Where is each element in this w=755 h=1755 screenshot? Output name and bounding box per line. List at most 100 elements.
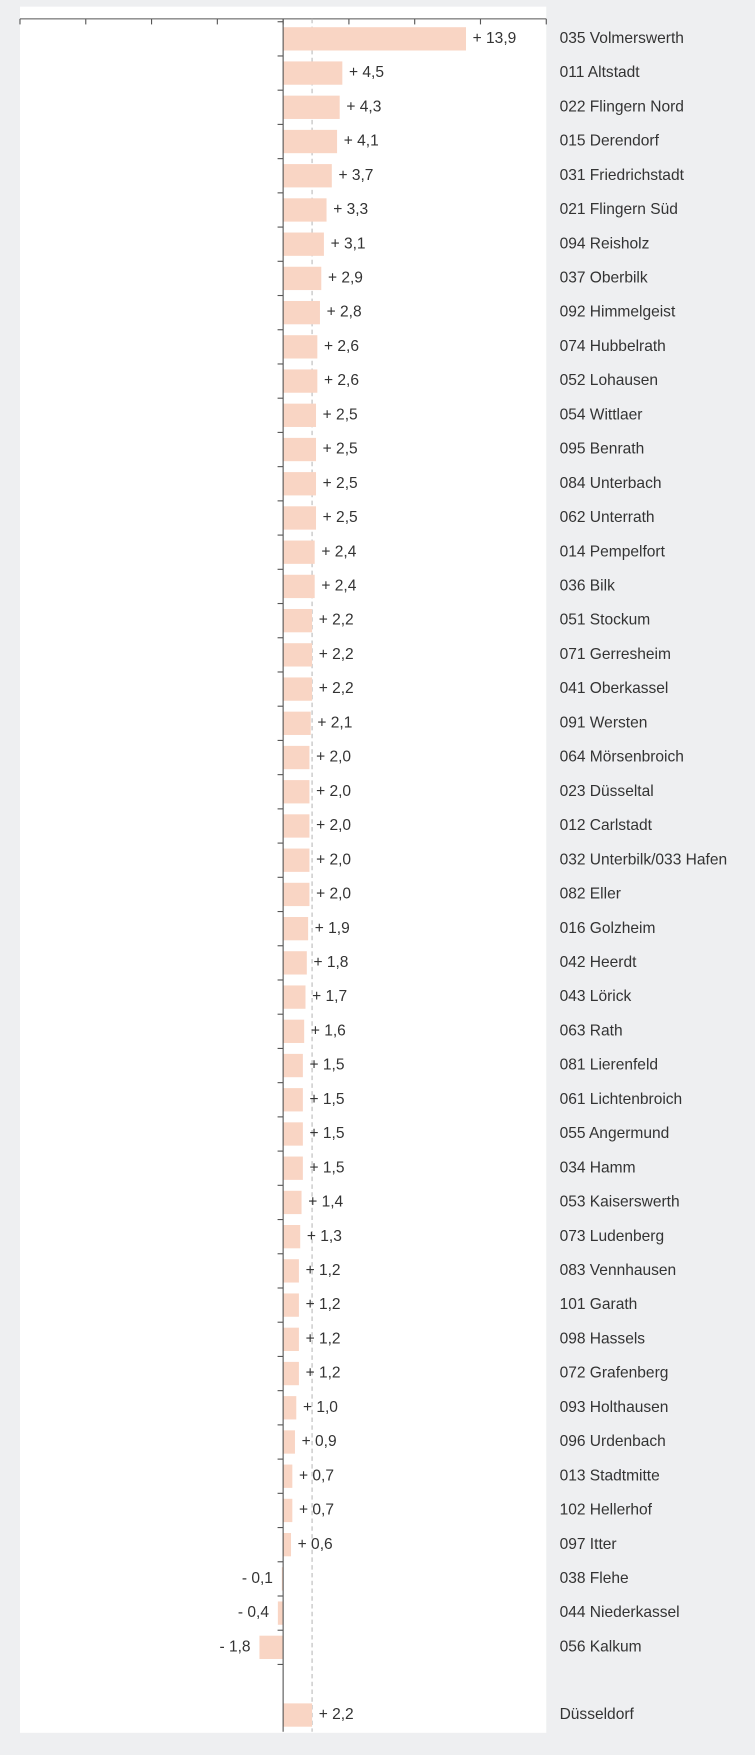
bar [283, 711, 311, 735]
bar [283, 1088, 303, 1112]
category-label: 101 Garath [560, 1296, 638, 1313]
bar [283, 1430, 295, 1454]
category-label: 074 Hubbelrath [560, 338, 666, 355]
category-label: 071 Gerresheim [560, 646, 671, 663]
category-label: 082 Eller [560, 886, 621, 903]
bar [283, 506, 317, 530]
value-label: + 1,6 [311, 1022, 346, 1039]
value-label: + 2,6 [324, 372, 359, 389]
bar [283, 1225, 301, 1249]
value-label: + 2,4 [321, 543, 356, 560]
value-label: + 2,2 [319, 1706, 354, 1723]
category-label: 041 Oberkassel [560, 680, 669, 697]
value-label: + 2,6 [324, 338, 359, 355]
bar [283, 95, 340, 119]
category-label: 062 Unterrath [560, 509, 655, 526]
value-label: + 0,6 [298, 1536, 333, 1553]
category-label: 037 Oberbilk [560, 270, 648, 287]
category-label: 023 Düsseltal [560, 783, 654, 800]
category-label: 061 Lichtenbroich [560, 1091, 683, 1108]
value-label: - 0,4 [238, 1604, 269, 1621]
category-label: 083 Vennhausen [560, 1262, 677, 1279]
bar [283, 1396, 297, 1420]
value-label: + 4,3 [346, 98, 381, 115]
bar [283, 403, 317, 427]
bar [283, 437, 317, 462]
value-label: + 2,1 [317, 714, 352, 731]
bar [283, 472, 317, 496]
bar [283, 1122, 303, 1146]
category-label: 072 Grafenberg [560, 1365, 669, 1382]
value-label: + 2,5 [323, 441, 358, 458]
value-label: + 1,9 [315, 920, 350, 937]
category-label: 012 Carlstadt [560, 817, 653, 834]
value-label: + 1,8 [313, 954, 348, 971]
value-label: + 1,2 [306, 1365, 341, 1382]
value-label: + 1,3 [307, 1228, 342, 1245]
value-label: - 0,1 [242, 1570, 273, 1587]
value-label: + 0,7 [299, 1502, 334, 1519]
value-label: + 2,9 [328, 270, 363, 287]
bar [283, 300, 320, 325]
bar [283, 848, 310, 872]
bar [283, 1327, 299, 1351]
value-label: + 2,4 [321, 578, 356, 595]
bar [283, 266, 322, 291]
value-label: + 13,9 [473, 30, 517, 47]
value-label: + 2,8 [327, 304, 362, 321]
bar [283, 61, 343, 85]
bar [283, 27, 467, 51]
category-label: 081 Lierenfeld [560, 1057, 658, 1074]
bar [283, 574, 315, 599]
category-label: Düsseldorf [560, 1706, 635, 1723]
bar [283, 1361, 299, 1386]
category-label: 035 Volmerswerth [560, 30, 684, 47]
value-label: + 2,5 [323, 406, 358, 423]
bar [283, 540, 315, 564]
bar [283, 164, 332, 188]
value-label: + 0,7 [299, 1467, 334, 1484]
bar [283, 677, 313, 701]
bar [283, 369, 318, 393]
value-label: - 1,8 [219, 1638, 250, 1655]
bar [283, 745, 310, 770]
value-label: + 2,0 [316, 851, 351, 868]
category-label: 056 Kalkum [560, 1638, 642, 1655]
category-label: 054 Wittlaer [560, 406, 643, 423]
value-label: + 1,5 [310, 1125, 345, 1142]
category-label: 036 Bilk [560, 578, 615, 595]
bar [281, 1567, 284, 1591]
category-label: 042 Heerdt [560, 954, 638, 971]
bar [283, 916, 309, 941]
value-label: + 2,5 [323, 509, 358, 526]
bar [283, 1019, 305, 1043]
category-label: 092 Himmelgeist [560, 304, 676, 321]
value-label: + 2,0 [316, 886, 351, 903]
category-label: 031 Friedrichstadt [560, 167, 685, 184]
value-label: + 4,5 [349, 64, 384, 81]
category-label: 043 Lörick [560, 988, 632, 1005]
bar [283, 1498, 293, 1523]
bar [283, 882, 310, 907]
bar [283, 951, 307, 975]
value-label: + 1,5 [310, 1057, 345, 1074]
bar [283, 232, 324, 256]
category-label: 055 Angermund [560, 1125, 670, 1142]
category-label: 014 Pempelfort [560, 543, 666, 560]
category-label: 091 Wersten [560, 714, 648, 731]
bar [283, 1533, 292, 1557]
category-label: 021 Flingern Süd [560, 201, 678, 218]
value-label: + 1,5 [310, 1159, 345, 1176]
bar [283, 1293, 299, 1317]
category-label: 097 Itter [560, 1536, 617, 1553]
bar [283, 198, 327, 222]
value-label: + 2,5 [323, 475, 358, 492]
category-label: 011 Altstadt [560, 64, 641, 81]
bar [283, 780, 310, 804]
value-label: + 2,0 [316, 783, 351, 800]
value-label: + 2,0 [316, 749, 351, 766]
category-label: 064 Mörsenbroich [560, 749, 684, 766]
bar [259, 1635, 284, 1659]
category-label: 022 Flingern Nord [560, 98, 684, 115]
